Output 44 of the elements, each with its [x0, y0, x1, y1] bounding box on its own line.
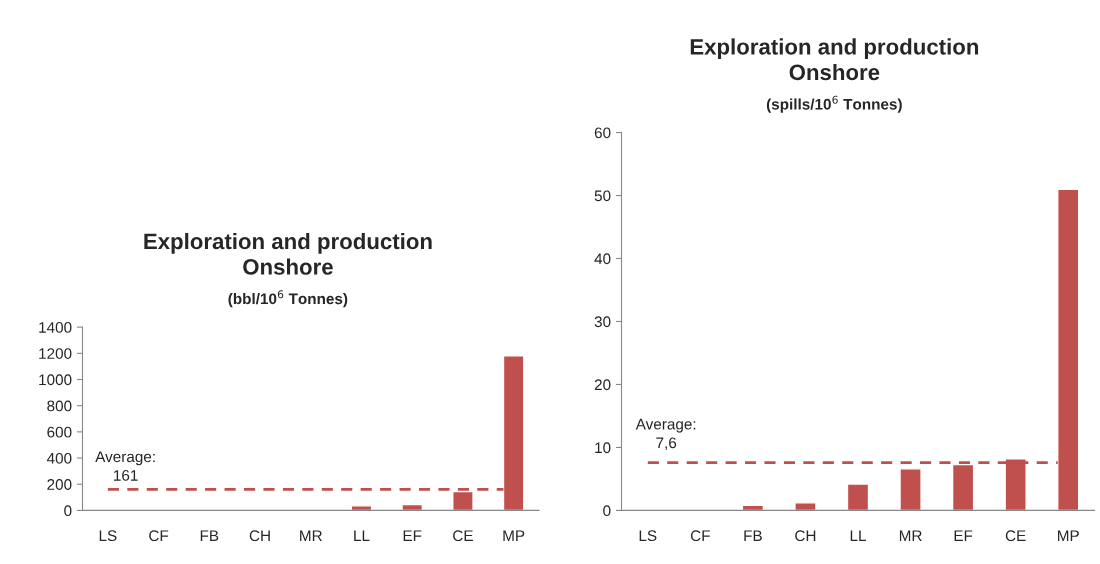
x-tick-label: CH [249, 530, 270, 542]
y-tick-label: 200 [47, 479, 72, 490]
x-tick-label: FB [744, 530, 762, 541]
x-tick-label: CE [453, 530, 473, 542]
y-tick-label: 0 [64, 505, 72, 517]
x-tick-label: LS [639, 530, 657, 542]
y-tick-label: 400 [46, 452, 72, 464]
x-tick-label: FB [200, 530, 219, 541]
x-tick-label: MP [1058, 530, 1079, 541]
x-tick-label: EF [403, 530, 422, 541]
y-tick-label: 50 [594, 190, 611, 202]
y-tick-label: 40 [594, 253, 611, 265]
x-tick-label: CF [690, 530, 710, 542]
x-tick-label: LL [850, 530, 866, 541]
x-tick-label: MP [503, 530, 525, 541]
y-tick-label: 600 [47, 426, 72, 438]
bar [846, 483, 870, 511]
y-tick-label: 20 [594, 379, 611, 391]
y-tick-label: 0 [603, 505, 611, 517]
bar [899, 468, 922, 511]
chart-title: Exploration and production Onshore [144, 232, 432, 275]
x-tick-label: CF [149, 530, 169, 542]
x-tick-label: EF [954, 530, 973, 541]
chart-subtitle: (spills/10$^{6}$ Tonnes) [766, 95, 902, 113]
y-tick-label: 60 [594, 127, 611, 139]
y-tick-label: 800 [47, 400, 72, 412]
bar [794, 502, 817, 511]
bar [350, 505, 373, 511]
y-tick-label: 1000 [39, 374, 72, 386]
y-tick-label: 30 [594, 316, 611, 328]
bar [401, 503, 424, 511]
x-tick-label: LL [354, 530, 370, 541]
chart-title: Exploration and production Onshore [690, 38, 979, 81]
x-tick-label: CE [1005, 530, 1026, 542]
ref-line-label: Average: 161 [95, 451, 155, 481]
y-tick-label: 1200 [39, 348, 72, 359]
x-tick-label: MR [899, 530, 922, 541]
ref-line-label: Average: 7,6 [635, 418, 696, 450]
x-tick-label: CH [795, 530, 816, 542]
x-tick-label: MR [300, 530, 322, 541]
y-tick-label: 1400 [39, 321, 72, 333]
x-tick-label: LS [99, 530, 117, 542]
chart-subtitle: (bbl/10$^{6}$ Tonnes) [228, 290, 348, 308]
y-tick-label: 10 [595, 442, 611, 454]
